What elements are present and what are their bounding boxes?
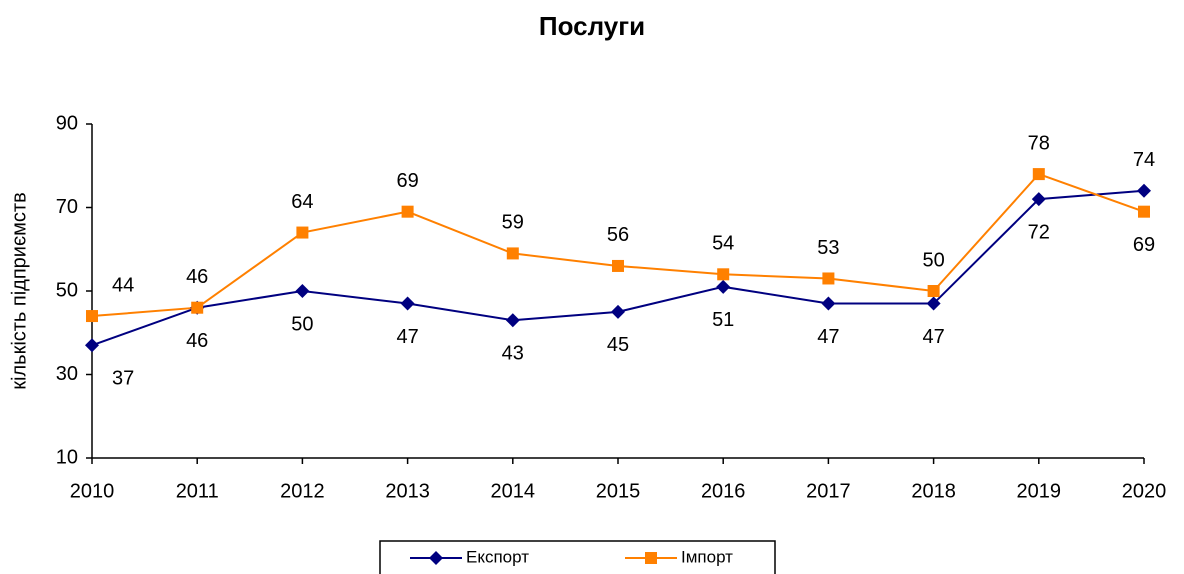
data-label: 37 xyxy=(112,368,134,390)
chart-title: Послуги xyxy=(539,11,645,41)
marker xyxy=(295,284,310,298)
marker xyxy=(400,296,415,311)
marker xyxy=(611,304,625,319)
y-tick-label: 70 xyxy=(56,196,78,218)
data-label: 50 xyxy=(922,249,944,271)
data-label: 43 xyxy=(502,343,524,365)
data-label: 53 xyxy=(817,237,839,259)
y-tick-label: 50 xyxy=(56,279,78,301)
data-label: 78 xyxy=(1028,132,1050,154)
marker xyxy=(1138,205,1150,218)
marker xyxy=(927,285,940,297)
marker xyxy=(926,296,941,311)
data-label: 46 xyxy=(186,266,208,288)
x-tick-label: 2015 xyxy=(596,480,641,502)
marker xyxy=(85,338,99,353)
data-label: 54 xyxy=(712,233,734,255)
marker xyxy=(506,247,519,260)
x-tick-label: 2011 xyxy=(176,480,219,502)
legend-marker xyxy=(645,552,657,564)
data-label: 44 xyxy=(112,274,134,296)
y-tick-label: 10 xyxy=(56,446,78,468)
y-axis-label: кількість підприємств xyxy=(8,192,30,389)
marker xyxy=(86,310,98,323)
x-tick-label: 2018 xyxy=(911,480,956,502)
y-tick-label: 30 xyxy=(56,363,78,385)
marker xyxy=(716,279,731,294)
marker xyxy=(1032,168,1045,181)
data-label: 59 xyxy=(502,212,524,234)
marker xyxy=(821,296,836,311)
marker xyxy=(401,205,414,218)
legend-marker xyxy=(429,551,443,565)
marker xyxy=(1137,183,1151,198)
data-label: 64 xyxy=(291,191,313,213)
y-tick-label: 90 xyxy=(56,112,78,134)
marker xyxy=(1031,192,1046,207)
marker xyxy=(296,226,309,239)
x-tick-label: 2016 xyxy=(701,480,746,502)
x-tick-label: 2014 xyxy=(491,480,536,502)
x-tick-label: 2017 xyxy=(806,480,851,502)
x-tick-label: 2020 xyxy=(1122,480,1167,502)
data-label: 50 xyxy=(291,313,313,335)
marker xyxy=(822,272,835,285)
x-tick-label: 2012 xyxy=(280,480,325,502)
data-label: 46 xyxy=(186,330,208,352)
data-label: 72 xyxy=(1028,221,1050,243)
data-label: 74 xyxy=(1133,149,1155,171)
marker xyxy=(717,268,730,281)
data-label: 51 xyxy=(712,309,734,331)
data-label: 56 xyxy=(607,224,629,246)
x-tick-label: 2013 xyxy=(385,480,430,502)
data-label: 47 xyxy=(396,326,418,348)
data-label: 69 xyxy=(1133,234,1155,256)
data-label: 69 xyxy=(396,170,418,192)
data-label: 47 xyxy=(817,326,839,348)
marker xyxy=(505,313,520,328)
data-label: 45 xyxy=(607,334,629,356)
data-label: 47 xyxy=(922,326,944,348)
marker xyxy=(612,259,624,272)
x-tick-label: 2010 xyxy=(70,480,115,502)
marker xyxy=(191,301,204,314)
x-tick-label: 2019 xyxy=(1017,480,1062,502)
legend-label: Експорт xyxy=(466,547,529,566)
legend-label: Імпорт xyxy=(681,547,733,566)
